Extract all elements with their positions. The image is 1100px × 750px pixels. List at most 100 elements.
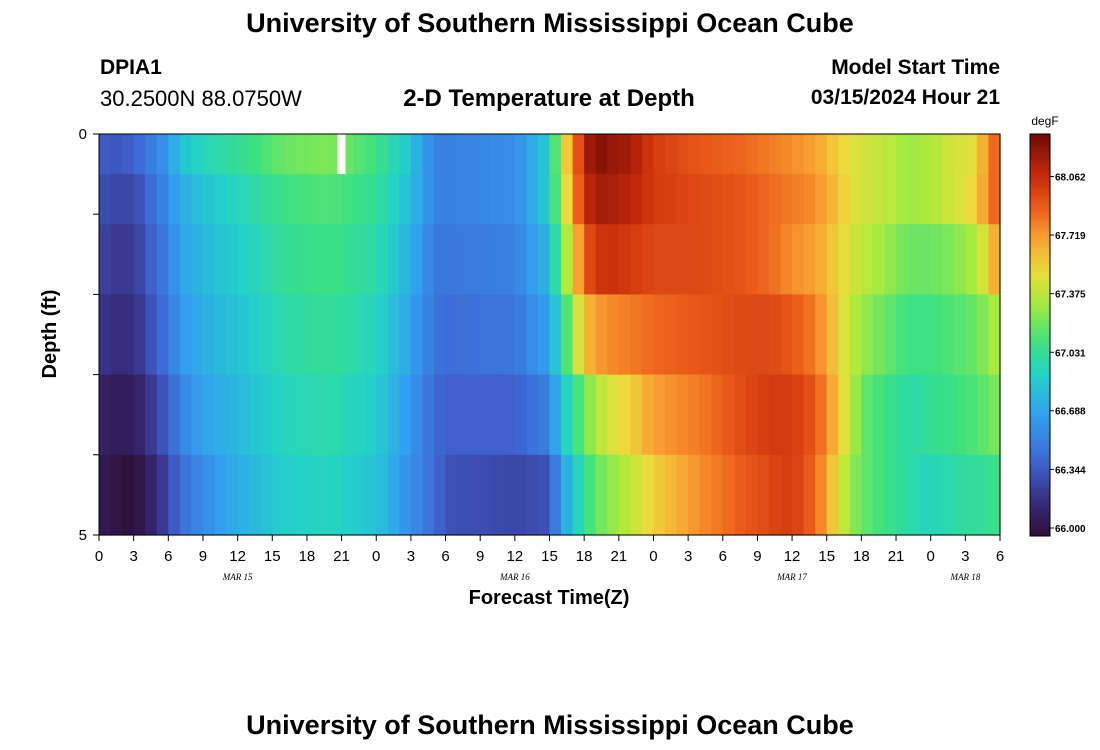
heatmap-cell [457,374,470,456]
x-axis-label: Forecast Time(Z) [469,587,630,609]
heatmap-cell [745,374,759,456]
heatmap-cell [445,454,458,536]
heatmap-cell [745,454,759,536]
heatmap-cell [537,374,551,456]
heatmap-cell [607,294,620,376]
heatmap-cell [653,224,666,295]
heatmap-cell [815,134,828,175]
heatmap-cell [676,134,689,175]
heatmap-cell [988,174,1001,225]
heatmap-cell [99,134,112,175]
page-title: University of Southern Mississippi Ocean… [246,8,854,38]
heatmap-cell [815,294,828,376]
heatmap-cell [364,134,377,175]
heatmap-cell [191,134,204,175]
heatmap-cell [561,134,574,175]
heatmap-cell [688,224,701,295]
heatmap-cell [826,174,839,225]
heatmap-cell [202,174,216,225]
heatmap-cell [387,454,400,536]
heatmap-cell [561,174,574,225]
heatmap-cell [815,454,828,536]
heatmap-cell [468,224,481,295]
heatmap-cell [422,374,435,456]
heatmap-cell [306,454,320,536]
heatmap-cell [699,134,712,175]
heatmap-cell [191,224,204,295]
heatmap-cell [156,224,169,295]
heatmap-cell [676,454,689,536]
heatmap-cell [595,134,608,175]
heatmap-cell [480,134,493,175]
heatmap-cell [110,374,123,456]
heatmap-cell [711,174,724,225]
heatmap-cell [168,224,181,295]
heatmap-cell [283,134,296,175]
heatmap-cell [861,174,874,225]
heatmap-cell [422,224,435,295]
heatmap-cell [491,134,504,175]
heatmap-cell [884,294,897,376]
heatmap-cell [780,374,793,456]
heatmap-cell [353,134,366,175]
heatmap-cell [711,454,724,536]
heatmap-cell [919,294,932,376]
heatmap-cell [260,224,273,295]
heatmap-cell [272,454,285,536]
heatmap-cell [168,174,181,225]
heatmap-cell [491,224,504,295]
heatmap-cell [618,174,631,225]
heatmap-cell [122,294,135,376]
heatmap-cell [930,174,943,225]
heatmap-cell [792,294,805,376]
heatmap-cell [838,134,851,175]
heatmap-cell [849,134,862,175]
heatmap-cell [630,454,643,536]
heatmap-cell [249,374,262,456]
heatmap-cell [584,374,597,456]
x-tick-label: 15 [264,548,281,565]
heatmap-cell [330,294,343,376]
heatmap-cell [156,374,169,456]
heatmap-cell [595,454,608,536]
heatmap-cell [641,224,655,295]
heatmap-cell [122,134,135,175]
heatmap-cell [988,294,1001,376]
heatmap-cell [537,134,551,175]
heatmap-cell [110,454,123,536]
heatmap-cell [757,294,770,376]
colorbar-tick-label: 67.719 [1055,231,1086,242]
heatmap-cell [537,294,551,376]
plot-title: 2-D Temperature at Depth [403,85,695,112]
heatmap-cell [433,224,447,295]
heatmap-cell [480,174,493,225]
colorbar-tick-label: 67.031 [1055,348,1086,359]
heatmap-cell [838,174,851,225]
heatmap-cell [133,174,146,225]
date-label: MAR 17 [776,572,807,582]
heatmap-cell [976,134,990,175]
heatmap-cell [341,294,354,376]
heatmap-cell [237,224,250,295]
heatmap-cell [849,294,862,376]
heatmap-cell [572,374,585,456]
heatmap-cell [399,224,412,295]
heatmap-cell [491,454,504,536]
heatmap-cell [318,454,331,536]
x-tick-label: 21 [610,548,627,565]
heatmap-cell [295,174,308,225]
heatmap-cell [653,174,666,225]
heatmap-cell [676,294,689,376]
heatmap-cell [919,374,932,456]
colorbar-tick-label: 66.344 [1055,465,1086,476]
heatmap-cell [849,374,862,456]
heatmap-cell [768,224,782,295]
heatmap-cell [745,224,759,295]
heatmap-cell [249,134,262,175]
heatmap-cell [387,294,400,376]
heatmap-cell [930,224,943,295]
heatmap-cell [503,224,516,295]
heatmap-cell [480,454,493,536]
heatmap-cell [711,134,724,175]
